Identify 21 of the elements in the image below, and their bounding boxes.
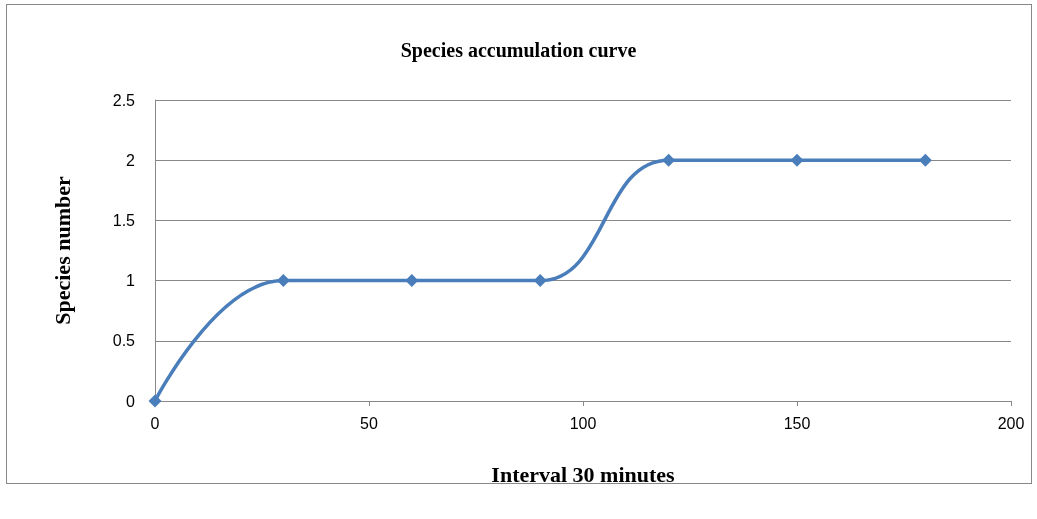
point <box>662 153 676 167</box>
point <box>790 153 804 167</box>
y-tick-label: 1 <box>126 272 136 290</box>
x-tick-label: 0 <box>150 414 160 432</box>
point <box>918 153 932 167</box>
point <box>405 274 419 288</box>
y-tick-label: 1.5 <box>112 211 136 229</box>
point <box>148 394 162 408</box>
x-tick-label: 200 <box>997 414 1025 432</box>
chart-title: Species accumulation curve <box>400 39 637 62</box>
x-axis-title: Interval 30 minutes <box>491 461 676 487</box>
y-tick-label: 2 <box>126 151 136 169</box>
y-tick-label: 0 <box>126 392 136 410</box>
x-tick-label: 100 <box>569 414 597 432</box>
point <box>276 274 290 288</box>
y-tick-label: 2.5 <box>112 91 136 109</box>
y-tick-label: 0.5 <box>112 332 136 350</box>
x-tick-label: 50 <box>360 414 378 432</box>
point <box>533 274 547 288</box>
x-tick-label: 150 <box>783 414 811 432</box>
y-axis-title: Species number <box>49 176 75 325</box>
